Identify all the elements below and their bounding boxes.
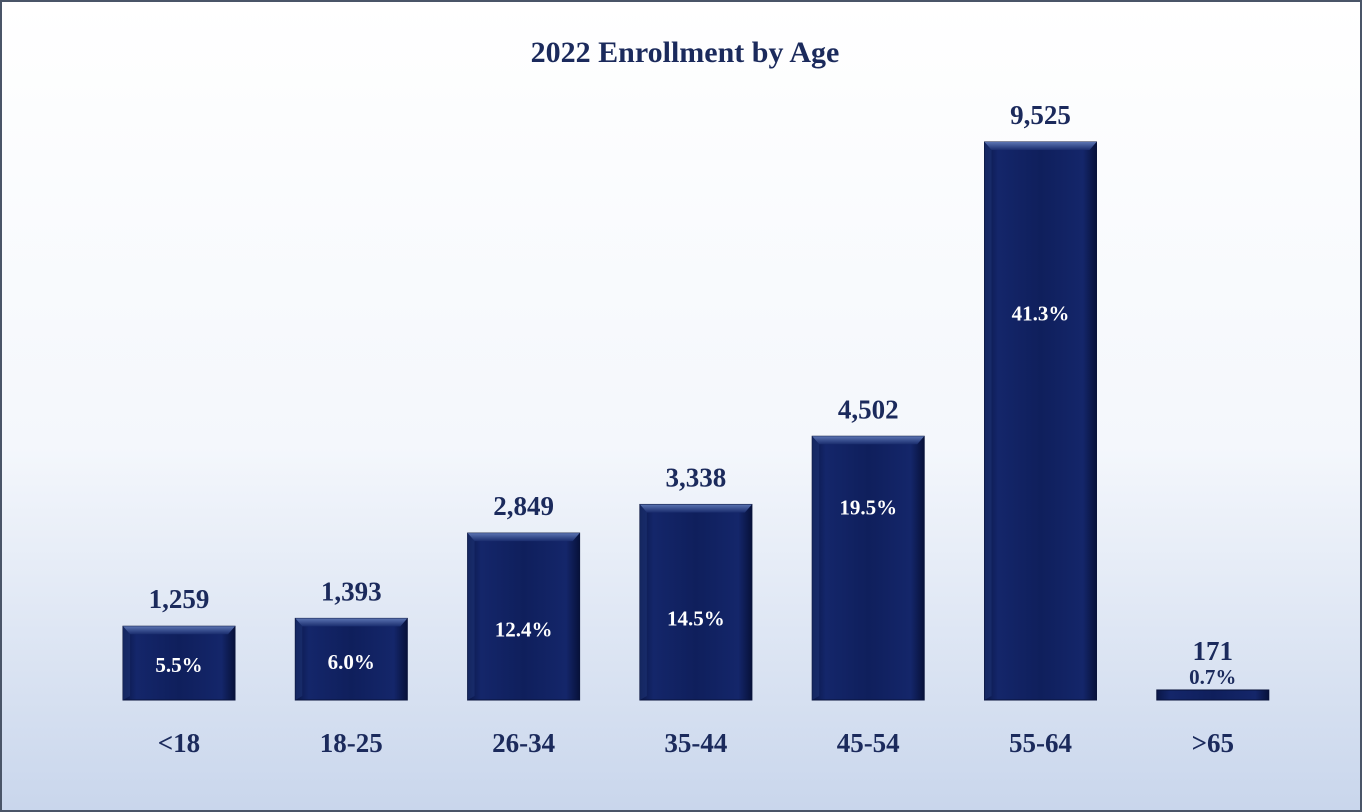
x-tick-label: 35-44: [664, 728, 727, 758]
x-tick-label: 26-34: [492, 728, 555, 758]
x-tick-label: 18-25: [320, 728, 383, 758]
bar-bevel-left: [639, 504, 647, 700]
bar: [984, 141, 1097, 701]
bar-percent-label: 41.3%: [1012, 302, 1070, 326]
bar-bevel-left: [123, 626, 130, 700]
bar-percent-label: 5.5%: [155, 653, 202, 677]
bar: [467, 532, 581, 701]
bar-percent-label: 0.7%: [1189, 665, 1236, 689]
bar-bevel: [984, 142, 1097, 150]
x-tick-label: 55-64: [1009, 728, 1072, 758]
bar: [122, 625, 236, 701]
bar-bevel-left: [812, 436, 820, 700]
bar-group-4: 4,502 19.5% 45-54: [811, 394, 925, 758]
bar: [294, 617, 408, 701]
bar-group-1: 1,393 6.0% 18-25: [294, 576, 408, 758]
bar-percent-label: 12.4%: [495, 618, 553, 642]
bar-bevel-left: [467, 533, 475, 700]
bar: [1156, 689, 1270, 701]
chart-title: 2022 Enrollment by Age: [531, 36, 840, 69]
bar-bevel: [467, 533, 580, 542]
bar-value-label: 2,849: [493, 491, 554, 521]
bar-percent-label: 14.5%: [667, 607, 725, 631]
bar-bevel: [639, 504, 752, 513]
bar-group-5: 9,525 41.3% 55-64: [984, 100, 1097, 758]
bar-bevel: [812, 436, 925, 445]
bar-value-label: 9,525: [1010, 100, 1071, 130]
bar-percent-label: 19.5%: [839, 495, 897, 519]
x-tick-label: <18: [158, 728, 200, 758]
bar: [639, 503, 753, 701]
x-tick-label: >65: [1192, 728, 1234, 758]
bar-bevel-left: [295, 618, 303, 700]
bar-percent-label: 6.0%: [328, 650, 375, 674]
bar-value-label: 4,502: [838, 394, 899, 424]
bar-group-2: 2,849 12.4% 26-34: [467, 491, 581, 758]
bar-bevel: [123, 626, 235, 635]
bar-value-label: 3,338: [666, 462, 727, 492]
bars-layer: 1,259 5.5% <18 1,393 6.0% 18-25 2,849 12.4% 26-3…: [122, 100, 1270, 758]
bar-value-label: 171: [1193, 636, 1234, 666]
bar-group-0: 1,259 5.5% <18: [122, 584, 236, 758]
bar-group-3: 3,338 14.5% 35-44: [639, 462, 753, 758]
bar: [811, 435, 925, 701]
bar-bevel-left: [984, 142, 992, 700]
bar-value-label: 1,259: [149, 584, 210, 614]
bar-value-label: 1,393: [321, 576, 382, 606]
bar-bevel: [295, 618, 408, 627]
x-tick-label: 45-54: [837, 728, 900, 758]
